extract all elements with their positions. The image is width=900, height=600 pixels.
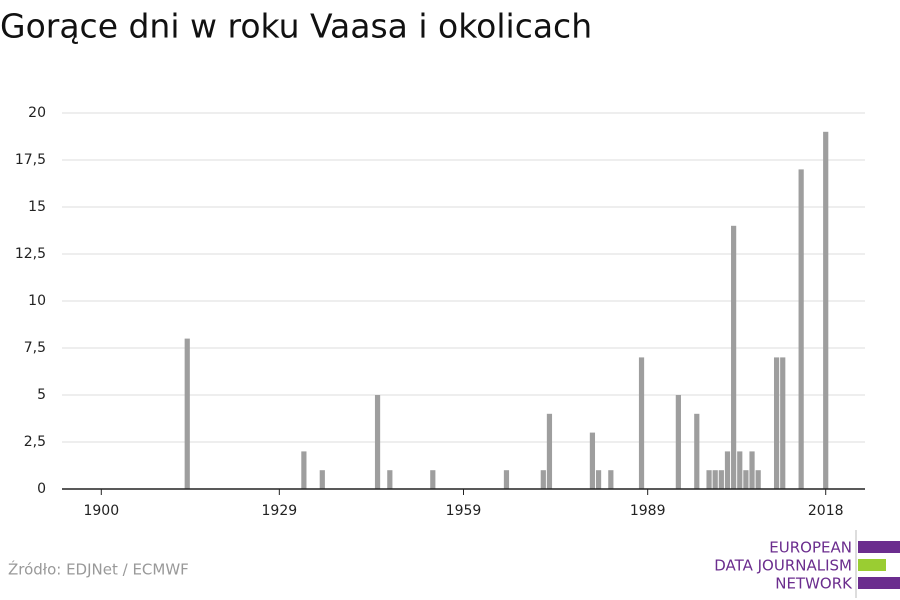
logo-bar xyxy=(858,559,886,571)
bar xyxy=(675,395,681,489)
logo-text: NETWORK xyxy=(775,575,853,593)
bar xyxy=(319,470,325,489)
bar xyxy=(184,338,190,489)
y-tick-label: 0 xyxy=(37,481,46,497)
bar xyxy=(694,413,700,489)
y-tick-label: 20 xyxy=(28,105,46,121)
bar xyxy=(595,470,602,489)
x-tick-label: 1989 xyxy=(630,503,666,519)
bar xyxy=(301,451,307,489)
x-tick-label: 1929 xyxy=(262,503,298,519)
bar xyxy=(773,357,780,489)
bar xyxy=(374,395,381,489)
source: Źródło: EDJNet / ECMWF xyxy=(8,560,189,579)
bar xyxy=(798,169,804,489)
bar xyxy=(589,432,596,489)
bar xyxy=(638,357,645,489)
y-tick-label: 15 xyxy=(28,199,46,215)
logo-text: DATA JOURNALISM xyxy=(714,557,852,575)
y-tick-label: 17,5 xyxy=(15,152,46,168)
x-tick-label: 1900 xyxy=(83,503,119,519)
y-tick-label: 5 xyxy=(37,387,46,403)
bar xyxy=(706,470,712,489)
chart-title: Gorące dni w roku Vaasa i okolicach xyxy=(0,7,592,46)
x-tick-label: 1959 xyxy=(446,503,482,519)
y-tick-label: 10 xyxy=(28,293,46,309)
logo-bar xyxy=(858,577,900,589)
logo-text: EUROPEAN xyxy=(769,539,852,557)
bar xyxy=(743,470,749,489)
bar xyxy=(737,451,743,489)
bar xyxy=(608,470,614,489)
bar xyxy=(731,225,737,490)
bar xyxy=(540,470,546,489)
bar xyxy=(503,470,510,489)
bar xyxy=(718,470,724,489)
y-tick-label: 12,5 xyxy=(15,246,46,262)
bar xyxy=(780,357,786,489)
bar xyxy=(546,413,553,489)
bar xyxy=(823,131,829,490)
bar xyxy=(724,451,731,489)
x-tick-label: 2018 xyxy=(808,503,844,519)
y-tick-label: 2,5 xyxy=(24,434,46,450)
bar xyxy=(712,470,718,489)
bar xyxy=(430,470,436,489)
y-tick-label: 7,5 xyxy=(24,340,46,356)
logo-bar xyxy=(858,541,900,553)
bar xyxy=(755,470,761,489)
bar xyxy=(387,470,393,489)
bar xyxy=(749,451,755,489)
